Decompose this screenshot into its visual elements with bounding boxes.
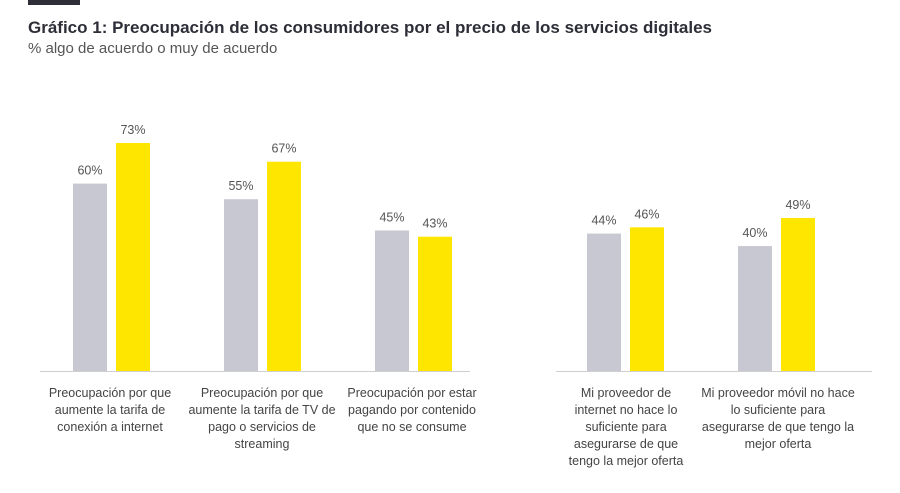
- category-label-5: Mi proveedor móvil no hace lo suficiente…: [701, 386, 855, 451]
- category-label-2: Preocupación por que aumente la tarifa d…: [188, 386, 336, 451]
- bar-gray-4: [587, 233, 621, 371]
- data-label-gray-2: 55%: [228, 179, 253, 193]
- data-label-gray-1: 60%: [77, 164, 102, 178]
- data-label-yellow-4: 46%: [634, 207, 659, 221]
- data-label-gray-3: 45%: [379, 210, 404, 224]
- bar-gray-1: [73, 183, 107, 371]
- bar-gray-3: [375, 230, 409, 371]
- chart-subtitle: % algo de acuerdo o muy de acuerdo: [28, 40, 278, 57]
- bar-yellow-4: [630, 227, 664, 371]
- bar-yellow-2: [267, 161, 301, 371]
- chart-title: Gráfico 1: Preocupación de los consumido…: [28, 18, 712, 37]
- category-label-1: Preocupación por que aumente la tarifa d…: [48, 386, 172, 434]
- data-label-yellow-5: 49%: [785, 198, 810, 212]
- header-accent-bar: [28, 0, 80, 5]
- category-label-4: Mi proveedor de internet no hace lo sufi…: [568, 386, 684, 468]
- data-label-yellow-1: 73%: [120, 123, 145, 137]
- bar-gray-2: [224, 199, 258, 371]
- data-label-gray-4: 44%: [591, 214, 616, 228]
- bar-yellow-3: [418, 236, 452, 371]
- data-label-yellow-2: 67%: [271, 142, 296, 156]
- data-label-gray-5: 40%: [742, 226, 767, 240]
- bar-gray-5: [738, 246, 772, 371]
- data-label-yellow-3: 43%: [422, 217, 447, 231]
- bar-yellow-5: [781, 217, 815, 371]
- category-label-3: Preocupación por estar pagando por conte…: [347, 386, 477, 434]
- bar-yellow-1: [116, 143, 150, 371]
